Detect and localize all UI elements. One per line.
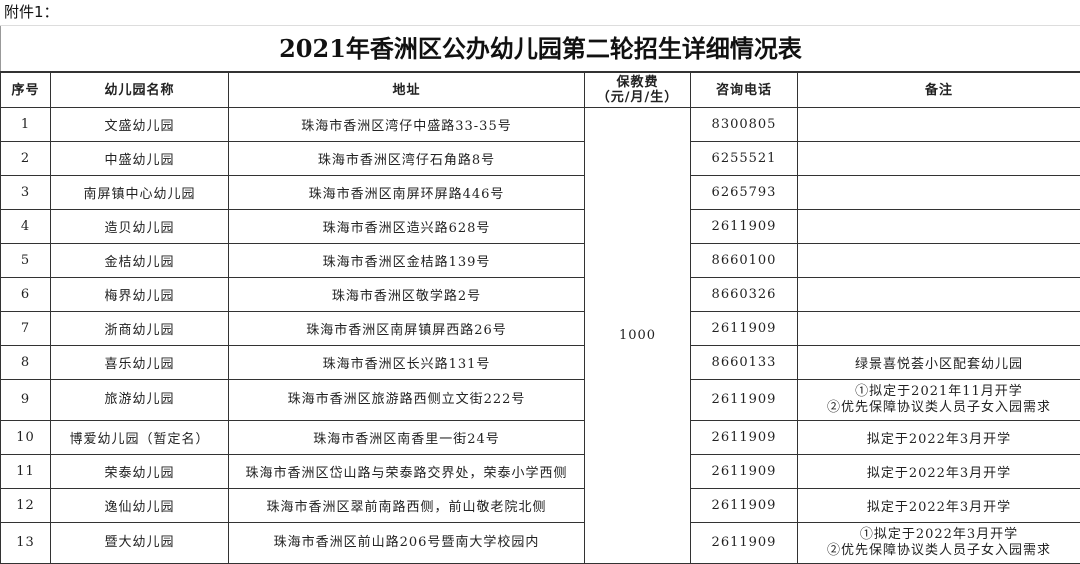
cell-name: 南屏镇中心幼儿园 (51, 176, 229, 210)
cell-name: 金桔幼儿园 (51, 244, 229, 278)
cell-address: 珠海市香洲区湾仔中盛路33-35号 (229, 108, 585, 142)
cell-phone: 6265793 (691, 176, 798, 210)
cell-no: 8 (1, 346, 51, 380)
cell-address: 珠海市香洲区岱山路与荣泰路交界处，荣泰小学西侧 (229, 455, 585, 489)
note-line-2: ②优先保障协议类人员子女入园需求 (827, 543, 1051, 558)
cell-note (798, 312, 1080, 346)
cell-note (798, 142, 1080, 176)
note-line-1: 绿景喜悦荟小区配套幼儿园 (855, 357, 1023, 372)
cell-note (798, 244, 1080, 278)
cell-no: 3 (1, 176, 51, 210)
header-name: 幼儿园名称 (51, 72, 229, 108)
cell-name: 博爱幼儿园（暂定名） (51, 421, 229, 455)
cell-no: 11 (1, 455, 51, 489)
cell-name: 逸仙幼儿园 (51, 489, 229, 523)
cell-address: 珠海市香洲区造兴路628号 (229, 210, 585, 244)
cell-no: 6 (1, 278, 51, 312)
note-line-1: ①拟定于2022年3月开学 (860, 527, 1018, 542)
note-line-1: 拟定于2022年3月开学 (867, 466, 1011, 481)
note-line-1: 拟定于2022年3月开学 (867, 500, 1011, 515)
note-line-1: ①拟定于2021年11月开学 (855, 384, 1023, 399)
header-fee-label: 保教费 (616, 75, 658, 90)
cell-note (798, 108, 1080, 142)
cell-name: 中盛幼儿园 (51, 142, 229, 176)
cell-name: 造贝幼儿园 (51, 210, 229, 244)
cell-address: 珠海市香洲区金桔路139号 (229, 244, 585, 278)
cell-no: 2 (1, 142, 51, 176)
header-no: 序号 (1, 72, 51, 108)
cell-note: 拟定于2022年3月开学 (798, 489, 1080, 523)
cell-address: 珠海市香洲区湾仔石角路8号 (229, 142, 585, 176)
header-note: 备注 (798, 72, 1080, 108)
cell-address: 珠海市香洲区南屏镇屏西路26号 (229, 312, 585, 346)
cell-note (798, 278, 1080, 312)
cell-name: 梅界幼儿园 (51, 278, 229, 312)
cell-phone: 6255521 (691, 142, 798, 176)
page-title: 2021年香洲区公办幼儿园第二轮招生详细情况表 (0, 26, 1080, 71)
cell-name: 文盛幼儿园 (51, 108, 229, 142)
cell-phone: 2611909 (691, 455, 798, 489)
table-header: 序号 幼儿园名称 地址 保教费（元/月/生） 咨询电话 备注 (1, 72, 1080, 108)
cell-phone: 8300805 (691, 108, 798, 142)
cell-no: 9 (1, 380, 51, 421)
cell-name: 荣泰幼儿园 (51, 455, 229, 489)
note-line-1: 拟定于2022年3月开学 (867, 432, 1011, 447)
cell-note (798, 210, 1080, 244)
cell-phone: 2611909 (691, 489, 798, 523)
cell-name: 喜乐幼儿园 (51, 346, 229, 380)
cell-address: 珠海市香洲区长兴路131号 (229, 346, 585, 380)
cell-phone: 8660100 (691, 244, 798, 278)
cell-name: 浙商幼儿园 (51, 312, 229, 346)
cell-fee: 1000 (585, 108, 691, 564)
cell-no: 10 (1, 421, 51, 455)
cell-address: 珠海市香洲区南香里一街24号 (229, 421, 585, 455)
header-address: 地址 (229, 72, 585, 108)
cell-address: 珠海市香洲区旅游路西侧立文街222号 (229, 380, 585, 421)
cell-name: 旅游幼儿园 (51, 380, 229, 421)
cell-phone: 8660326 (691, 278, 798, 312)
cell-phone: 2611909 (691, 380, 798, 421)
cell-note: 绿景喜悦荟小区配套幼儿园 (798, 346, 1080, 380)
cell-phone: 2611909 (691, 421, 798, 455)
cell-no: 1 (1, 108, 51, 142)
cell-no: 13 (1, 523, 51, 564)
cell-note: 拟定于2022年3月开学 (798, 455, 1080, 489)
cell-no: 5 (1, 244, 51, 278)
cell-note: 拟定于2022年3月开学 (798, 421, 1080, 455)
cell-address: 珠海市香洲区南屏环屏路446号 (229, 176, 585, 210)
note-line-2: ②优先保障协议类人员子女入园需求 (827, 400, 1051, 415)
cell-phone: 2611909 (691, 210, 798, 244)
header-fee: 保教费（元/月/生） (585, 72, 691, 108)
cell-no: 4 (1, 210, 51, 244)
header-fee-unit: （元/月/生） (597, 90, 679, 105)
cell-no: 12 (1, 489, 51, 523)
attachment-label: 附件1： (0, 0, 1080, 26)
cell-phone: 2611909 (691, 312, 798, 346)
cell-no: 7 (1, 312, 51, 346)
cell-address: 珠海市香洲区前山路206号暨南大学校园内 (229, 523, 585, 564)
cell-name: 暨大幼儿园 (51, 523, 229, 564)
header-phone: 咨询电话 (691, 72, 798, 108)
cell-phone: 8660133 (691, 346, 798, 380)
cell-phone: 2611909 (691, 523, 798, 564)
cell-address: 珠海市香洲区翠前南路西侧，前山敬老院北侧 (229, 489, 585, 523)
cell-address: 珠海市香洲区敬学路2号 (229, 278, 585, 312)
cell-note (798, 176, 1080, 210)
